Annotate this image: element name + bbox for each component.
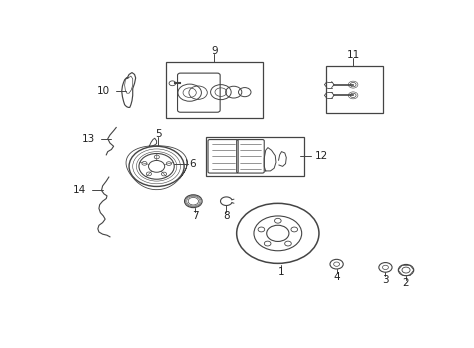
Bar (206, 137, 303, 176)
Text: 4: 4 (333, 272, 340, 282)
Text: 12: 12 (315, 151, 328, 161)
Text: 10: 10 (97, 86, 110, 96)
Text: 5: 5 (155, 129, 162, 139)
Text: 6: 6 (189, 159, 196, 169)
Text: 11: 11 (346, 50, 360, 60)
Text: 1: 1 (278, 268, 285, 277)
Text: 3: 3 (382, 275, 389, 285)
Text: 14: 14 (73, 185, 86, 196)
Text: 13: 13 (82, 134, 95, 144)
Text: 2: 2 (403, 278, 410, 288)
Text: 7: 7 (192, 211, 199, 221)
Bar (326, 66, 383, 113)
Text: 9: 9 (211, 46, 218, 56)
Bar (166, 62, 263, 118)
Text: 8: 8 (223, 211, 230, 221)
